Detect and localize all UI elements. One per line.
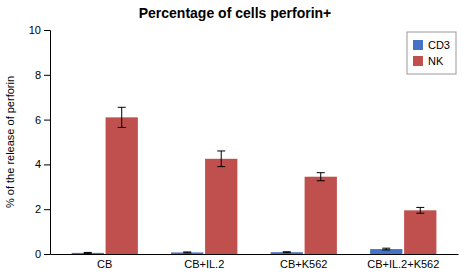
y-tick-label: 2 [35,203,41,215]
x-axis-line [51,254,459,255]
error-bar-cap [382,249,390,250]
y-tick-mark [44,209,50,210]
y-tick-mark [44,75,50,76]
y-tick: 0 [35,248,50,260]
chart-container: Percentage of cells perforin+0246810CBCB… [0,0,470,280]
error-bar-stem [320,173,321,181]
series [106,107,437,254]
bar [205,159,237,254]
y-axis: 0 2 4 6 8 10 [29,24,51,260]
x-tick-label: CB+IL.2+K562 [367,258,439,270]
error-bar-cap [317,180,325,181]
legend-item: CD3 [413,39,450,51]
y-tick-mark [44,30,50,31]
y-tick-label: 0 [35,248,41,260]
y-tick: 10 [29,24,50,36]
bar [271,252,303,254]
y-tick: 4 [35,158,50,170]
bar [404,210,436,254]
error-bar-stem [420,207,421,213]
y-tick: 2 [35,203,50,215]
y-tick-mark [44,120,50,121]
legend: CD3 NK [407,32,456,74]
title: Percentage of cells perforin+ [139,5,332,21]
error-bar-cap [317,172,325,173]
legend-box [407,32,456,74]
error-bar-cap [283,252,291,253]
y-tick-label: 6 [35,114,41,126]
error-bar [382,248,390,250]
error-bar-cap [217,150,225,151]
y-tick-label: 4 [35,158,41,170]
bar [305,177,337,254]
legend-swatch [413,40,423,50]
y-tick-mark [44,164,50,165]
bar [106,117,138,254]
y-tick: 8 [35,69,50,81]
y-axis-line [44,31,51,255]
y-axis-title: % of the release of perforin [4,76,16,208]
legend-swatch [413,56,423,66]
x-tick: CB+IL.2 [184,258,224,270]
x-tick: CB+K562 [280,258,327,270]
x-tick-label: CB+K562 [280,258,327,270]
error-bar-cap [217,166,225,167]
error-bar-stem [221,151,222,167]
x-axis: CB CB+IL.2 CB+K562 CB+IL.2+K562 [51,255,459,270]
error-bar-cap [283,251,291,252]
error-bar-stem [121,107,122,127]
error-bar-cap [416,213,424,214]
error-bar-cap [118,127,126,128]
error-bar [416,207,424,213]
y-tick: 6 [35,114,50,126]
x-tick-label: CB [97,258,112,270]
y-tick-mark [44,254,50,255]
x-tick: CB [97,258,112,270]
error-bar-cap [183,252,191,253]
error-bar-cap [84,253,92,254]
error-bar-cap [382,248,390,249]
legend-label: NK [428,55,444,67]
bar [171,252,203,254]
error-bar [84,252,92,254]
legend-label: CD3 [428,39,450,51]
error-bar-cap [118,107,126,108]
legend-item: NK [413,55,444,67]
error-bar-cap [84,252,92,253]
error-bar [217,151,225,167]
x-tick: CB+IL.2+K562 [367,258,439,270]
error-bar [283,251,291,253]
y-tick-label: 10 [29,24,41,36]
y-tick-label: 8 [35,69,41,81]
chart-svg: Percentage of cells perforin+0246810CBCB… [0,0,470,280]
x-tick-label: CB+IL.2 [184,258,224,270]
error-bar [317,173,325,181]
bar [72,253,104,254]
error-bar [118,107,126,127]
error-bar-cap [416,207,424,208]
bar [370,249,402,254]
error-bar-cap [183,251,191,252]
plot-area [72,107,437,254]
error-bar [183,251,191,253]
